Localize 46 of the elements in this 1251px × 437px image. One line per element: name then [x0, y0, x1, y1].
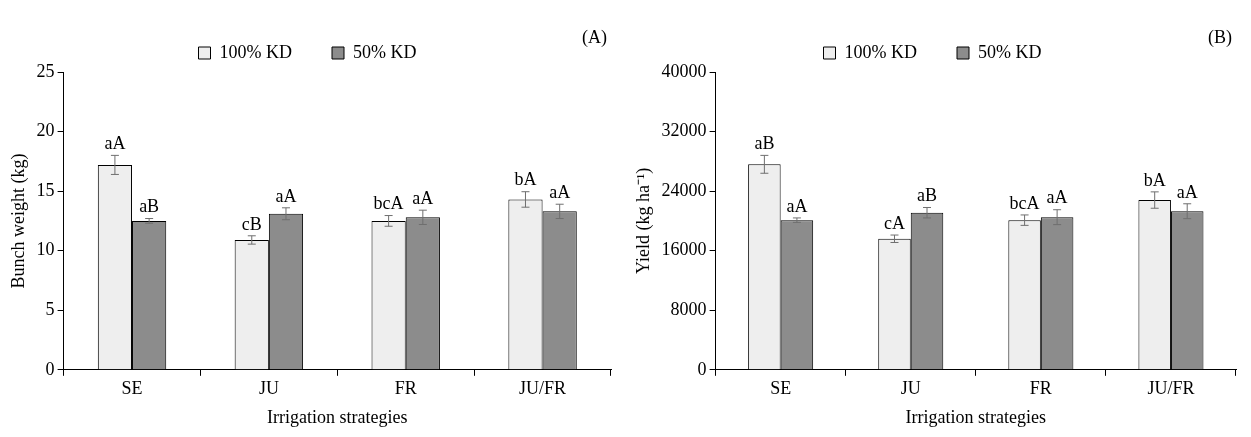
legend-label: 50% KD [978, 41, 1042, 62]
y-tick-label: 10 [36, 239, 55, 260]
data-label: cB [241, 213, 262, 234]
x-tick-label: JU/FR [1147, 378, 1195, 399]
x-tick-label: JU [258, 378, 279, 399]
legend-label: 100% KD [219, 41, 293, 62]
x-tick-label: SE [121, 378, 143, 399]
y-tick-label: 20 [36, 120, 55, 141]
text: (B) [1208, 26, 1232, 48]
data-label: bcA [373, 193, 404, 214]
legend-label: 50% KD [353, 41, 417, 62]
data-label: aA [412, 187, 434, 208]
y-tick-label: 5 [45, 298, 55, 319]
y-tick-label: 24000 [661, 179, 707, 200]
y-axis-title: Yield (kg ha⁻¹) [632, 167, 654, 275]
legend-label: 100% KD [844, 41, 918, 62]
data-label: bA [514, 169, 537, 190]
data-label: aB [754, 133, 775, 154]
y-tick-label: 8000 [670, 298, 707, 319]
x-tick-label: JU/FR [519, 378, 567, 399]
data-label: aA [104, 133, 126, 154]
text: (A) [582, 26, 607, 48]
data-label: aA [275, 185, 297, 206]
y-tick-label: 15 [36, 179, 55, 200]
data-label: bA [1143, 169, 1166, 190]
data-label: aA [549, 181, 571, 202]
y-axis-title: Bunch weight (kg) [7, 153, 29, 289]
y-tick-label: 25 [36, 60, 55, 81]
x-axis-title: Irrigation strategies [267, 406, 408, 427]
x-tick-label: SE [770, 378, 792, 399]
data-label: aA [1046, 187, 1068, 208]
x-tick-label: JU [900, 378, 921, 399]
y-tick-label: 16000 [661, 239, 707, 260]
data-label: aB [139, 196, 160, 217]
y-tick-label: 0 [45, 358, 55, 379]
x-tick-label: FR [1029, 378, 1052, 399]
y-tick-label: 32000 [661, 120, 707, 141]
y-tick-label: 0 [697, 358, 707, 379]
x-axis-title: Irrigation strategies [905, 406, 1047, 427]
y-tick-label: 40000 [661, 60, 707, 81]
x-tick-label: FR [394, 378, 417, 399]
data-label: cA [883, 212, 905, 233]
data-label: aA [786, 195, 808, 216]
data-label: aA [1176, 181, 1198, 202]
data-label: bcA [1009, 192, 1040, 213]
data-label: aB [917, 185, 938, 206]
